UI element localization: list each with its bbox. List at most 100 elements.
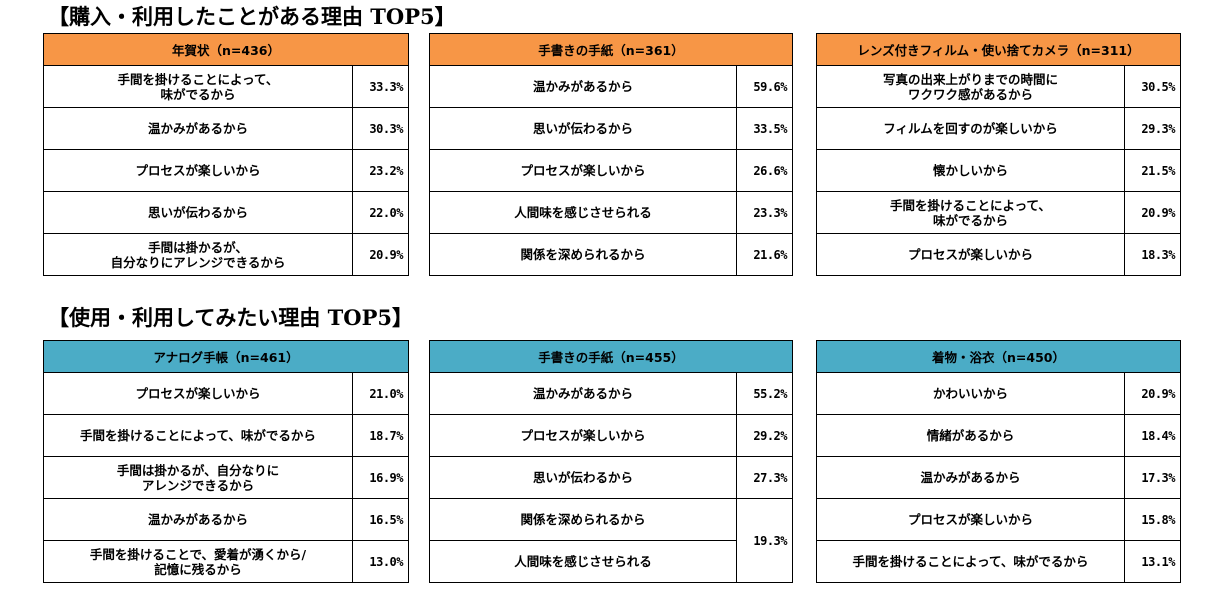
table-header: 手書きの手紙（n=455）: [429, 340, 793, 373]
table-header: アナログ手帳（n=461）: [43, 340, 409, 373]
table-header: 手書きの手紙（n=361）: [429, 33, 793, 66]
percent-cell: 33.3%: [352, 65, 409, 108]
percent-cell: 20.9%: [352, 233, 409, 276]
reason-cell: プロセスが楽しいから: [429, 149, 737, 192]
reason-cell: 人間味を感じさせられる: [429, 191, 737, 234]
percent-cell: 16.5%: [352, 498, 409, 541]
table-nengajo: 年賀状（n=436） 手間を掛けることによって、 味がでるから 33.3% 温かみ…: [43, 33, 409, 276]
table-analog-planner: アナログ手帳（n=461） プロセスが楽しいから 21.0% 手間を掛けることによ…: [43, 340, 409, 583]
reason-cell: 手間を掛けることによって、 味がでるから: [816, 191, 1125, 234]
percent-cell: 15.8%: [1124, 498, 1181, 541]
table-row: 手間を掛けることによって、味がでるから 18.7%: [43, 414, 409, 457]
percent-cell: 18.4%: [1124, 414, 1181, 457]
table-row: プロセスが楽しいから 18.3%: [816, 233, 1181, 276]
table-row: プロセスが楽しいから 15.8%: [816, 498, 1181, 541]
table-row: 関係を深められるから 21.6%: [429, 233, 793, 276]
reason-cell: フィルムを回すのが楽しいから: [816, 107, 1125, 150]
table-row: 情緒があるから 18.4%: [816, 414, 1181, 457]
percent-cell: 59.6%: [736, 65, 793, 108]
percent-cell: 16.9%: [352, 456, 409, 499]
percent-cell: 20.9%: [1124, 372, 1181, 415]
table-disposable-camera: レンズ付きフィルム・使い捨てカメラ（n=311） 写真の出来上がりまでの時間に …: [816, 33, 1181, 276]
table-row: 手間を掛けることによって、味がでるから 13.1%: [816, 540, 1181, 583]
table-header: レンズ付きフィルム・使い捨てカメラ（n=311）: [816, 33, 1181, 66]
reason-cell: プロセスが楽しいから: [429, 414, 737, 457]
percent-cell: 26.6%: [736, 149, 793, 192]
table-row: 温かみがあるから 16.5%: [43, 498, 409, 541]
percent-cell: 29.2%: [736, 414, 793, 457]
reason-cell: 手間を掛けることによって、味がでるから: [43, 414, 353, 457]
table-row: 温かみがあるから 30.3%: [43, 107, 409, 150]
reason-cell: 思いが伝わるから: [429, 456, 737, 499]
reason-cell: 手間を掛けることによって、味がでるから: [816, 540, 1125, 583]
table-row: 思いが伝わるから 27.3%: [429, 456, 793, 499]
percent-cell: 23.2%: [352, 149, 409, 192]
reason-cell: 温かみがあるから: [429, 65, 737, 108]
percent-cell: 30.5%: [1124, 65, 1181, 108]
percent-cell: 55.2%: [736, 372, 793, 415]
reason-cell: プロセスが楽しいから: [816, 498, 1125, 541]
percent-cell: 29.3%: [1124, 107, 1181, 150]
table-row: 思いが伝わるから 33.5%: [429, 107, 793, 150]
percent-cell: 30.3%: [352, 107, 409, 150]
reason-cell: 思いが伝わるから: [429, 107, 737, 150]
reason-cell: 手間を掛けることによって、 味がでるから: [43, 65, 353, 108]
table-kimono-yukata: 着物・浴衣（n=450） かわいいから 20.9% 情緒があるから 18.4% 温か…: [816, 340, 1181, 583]
table-row: 温かみがあるから 55.2%: [429, 372, 793, 415]
reason-cell: 人間味を感じさせられる: [429, 540, 737, 583]
table-row: 人間味を感じさせられる 23.3%: [429, 191, 793, 234]
section-title-want-to-use: 【使用・利用してみたい理由 TOP5】: [48, 305, 414, 330]
table-row: かわいいから 20.9%: [816, 372, 1181, 415]
reason-cell: 写真の出来上がりまでの時間に ワクワク感があるから: [816, 65, 1125, 108]
percent-cell: 17.3%: [1124, 456, 1181, 499]
table-row: フィルムを回すのが楽しいから 29.3%: [816, 107, 1181, 150]
table-row: 手間を掛けることによって、 味がでるから 20.9%: [816, 191, 1181, 234]
reason-cell: 手間を掛けることで、愛着が湧くから/ 記憶に残るから: [43, 540, 353, 583]
percent-cell: 23.3%: [736, 191, 793, 234]
table-handwritten-letter-want: 手書きの手紙（n=455） 温かみがあるから 55.2% プロセスが楽しいから 29…: [429, 340, 793, 583]
percent-cell: 21.6%: [736, 233, 793, 276]
table-row: プロセスが楽しいから 23.2%: [43, 149, 409, 192]
reason-cell: かわいいから: [816, 372, 1125, 415]
table-row: 温かみがあるから 59.6%: [429, 65, 793, 108]
reason-cell: 温かみがあるから: [43, 107, 353, 150]
table-row: 写真の出来上がりまでの時間に ワクワク感があるから 30.5%: [816, 65, 1181, 108]
table-row: 手間は掛かるが、自分なりに アレンジできるから 16.9%: [43, 456, 409, 499]
percent-cell-merged: 19.3%: [736, 498, 793, 583]
reason-cell: 温かみがあるから: [43, 498, 353, 541]
reason-cell: 手間は掛かるが、自分なりに アレンジできるから: [43, 456, 353, 499]
reason-cell: 手間は掛かるが、 自分なりにアレンジできるから: [43, 233, 353, 276]
table-row: 関係を深められるから 19.3%: [429, 498, 793, 583]
percent-cell: 13.0%: [352, 540, 409, 583]
reason-cell: プロセスが楽しいから: [43, 372, 353, 415]
table-row: プロセスが楽しいから 21.0%: [43, 372, 409, 415]
table-row: 思いが伝わるから 22.0%: [43, 191, 409, 234]
table-row: 手間を掛けることによって、 味がでるから 33.3%: [43, 65, 409, 108]
reason-cell: 関係を深められるから: [429, 498, 737, 541]
reason-cell: 温かみがあるから: [816, 456, 1125, 499]
percent-cell: 18.3%: [1124, 233, 1181, 276]
table-row: プロセスが楽しいから 29.2%: [429, 414, 793, 457]
table-header: 年賀状（n=436）: [43, 33, 409, 66]
percent-cell: 21.0%: [352, 372, 409, 415]
table-row: プロセスが楽しいから 26.6%: [429, 149, 793, 192]
reason-cell: プロセスが楽しいから: [43, 149, 353, 192]
table-row: 温かみがあるから 17.3%: [816, 456, 1181, 499]
reason-cell: 温かみがあるから: [429, 372, 737, 415]
percent-cell: 18.7%: [352, 414, 409, 457]
table-row: 手間を掛けることで、愛着が湧くから/ 記憶に残るから 13.0%: [43, 540, 409, 583]
percent-cell: 20.9%: [1124, 191, 1181, 234]
reason-cell: 関係を深められるから: [429, 233, 737, 276]
table-row: 懐かしいから 21.5%: [816, 149, 1181, 192]
table-header: 着物・浴衣（n=450）: [816, 340, 1181, 373]
reason-cell: 情緒があるから: [816, 414, 1125, 457]
reason-cell: プロセスが楽しいから: [816, 233, 1125, 276]
percent-cell: 33.5%: [736, 107, 793, 150]
reason-cell: 思いが伝わるから: [43, 191, 353, 234]
section-title-purchased: 【購入・利用したことがある理由 TOP5】: [48, 4, 456, 29]
table-row: 人間味を感じさせられる: [429, 540, 793, 583]
percent-cell: 22.0%: [352, 191, 409, 234]
percent-cell: 13.1%: [1124, 540, 1181, 583]
percent-cell: 21.5%: [1124, 149, 1181, 192]
table-row: 手間は掛かるが、 自分なりにアレンジできるから 20.9%: [43, 233, 409, 276]
